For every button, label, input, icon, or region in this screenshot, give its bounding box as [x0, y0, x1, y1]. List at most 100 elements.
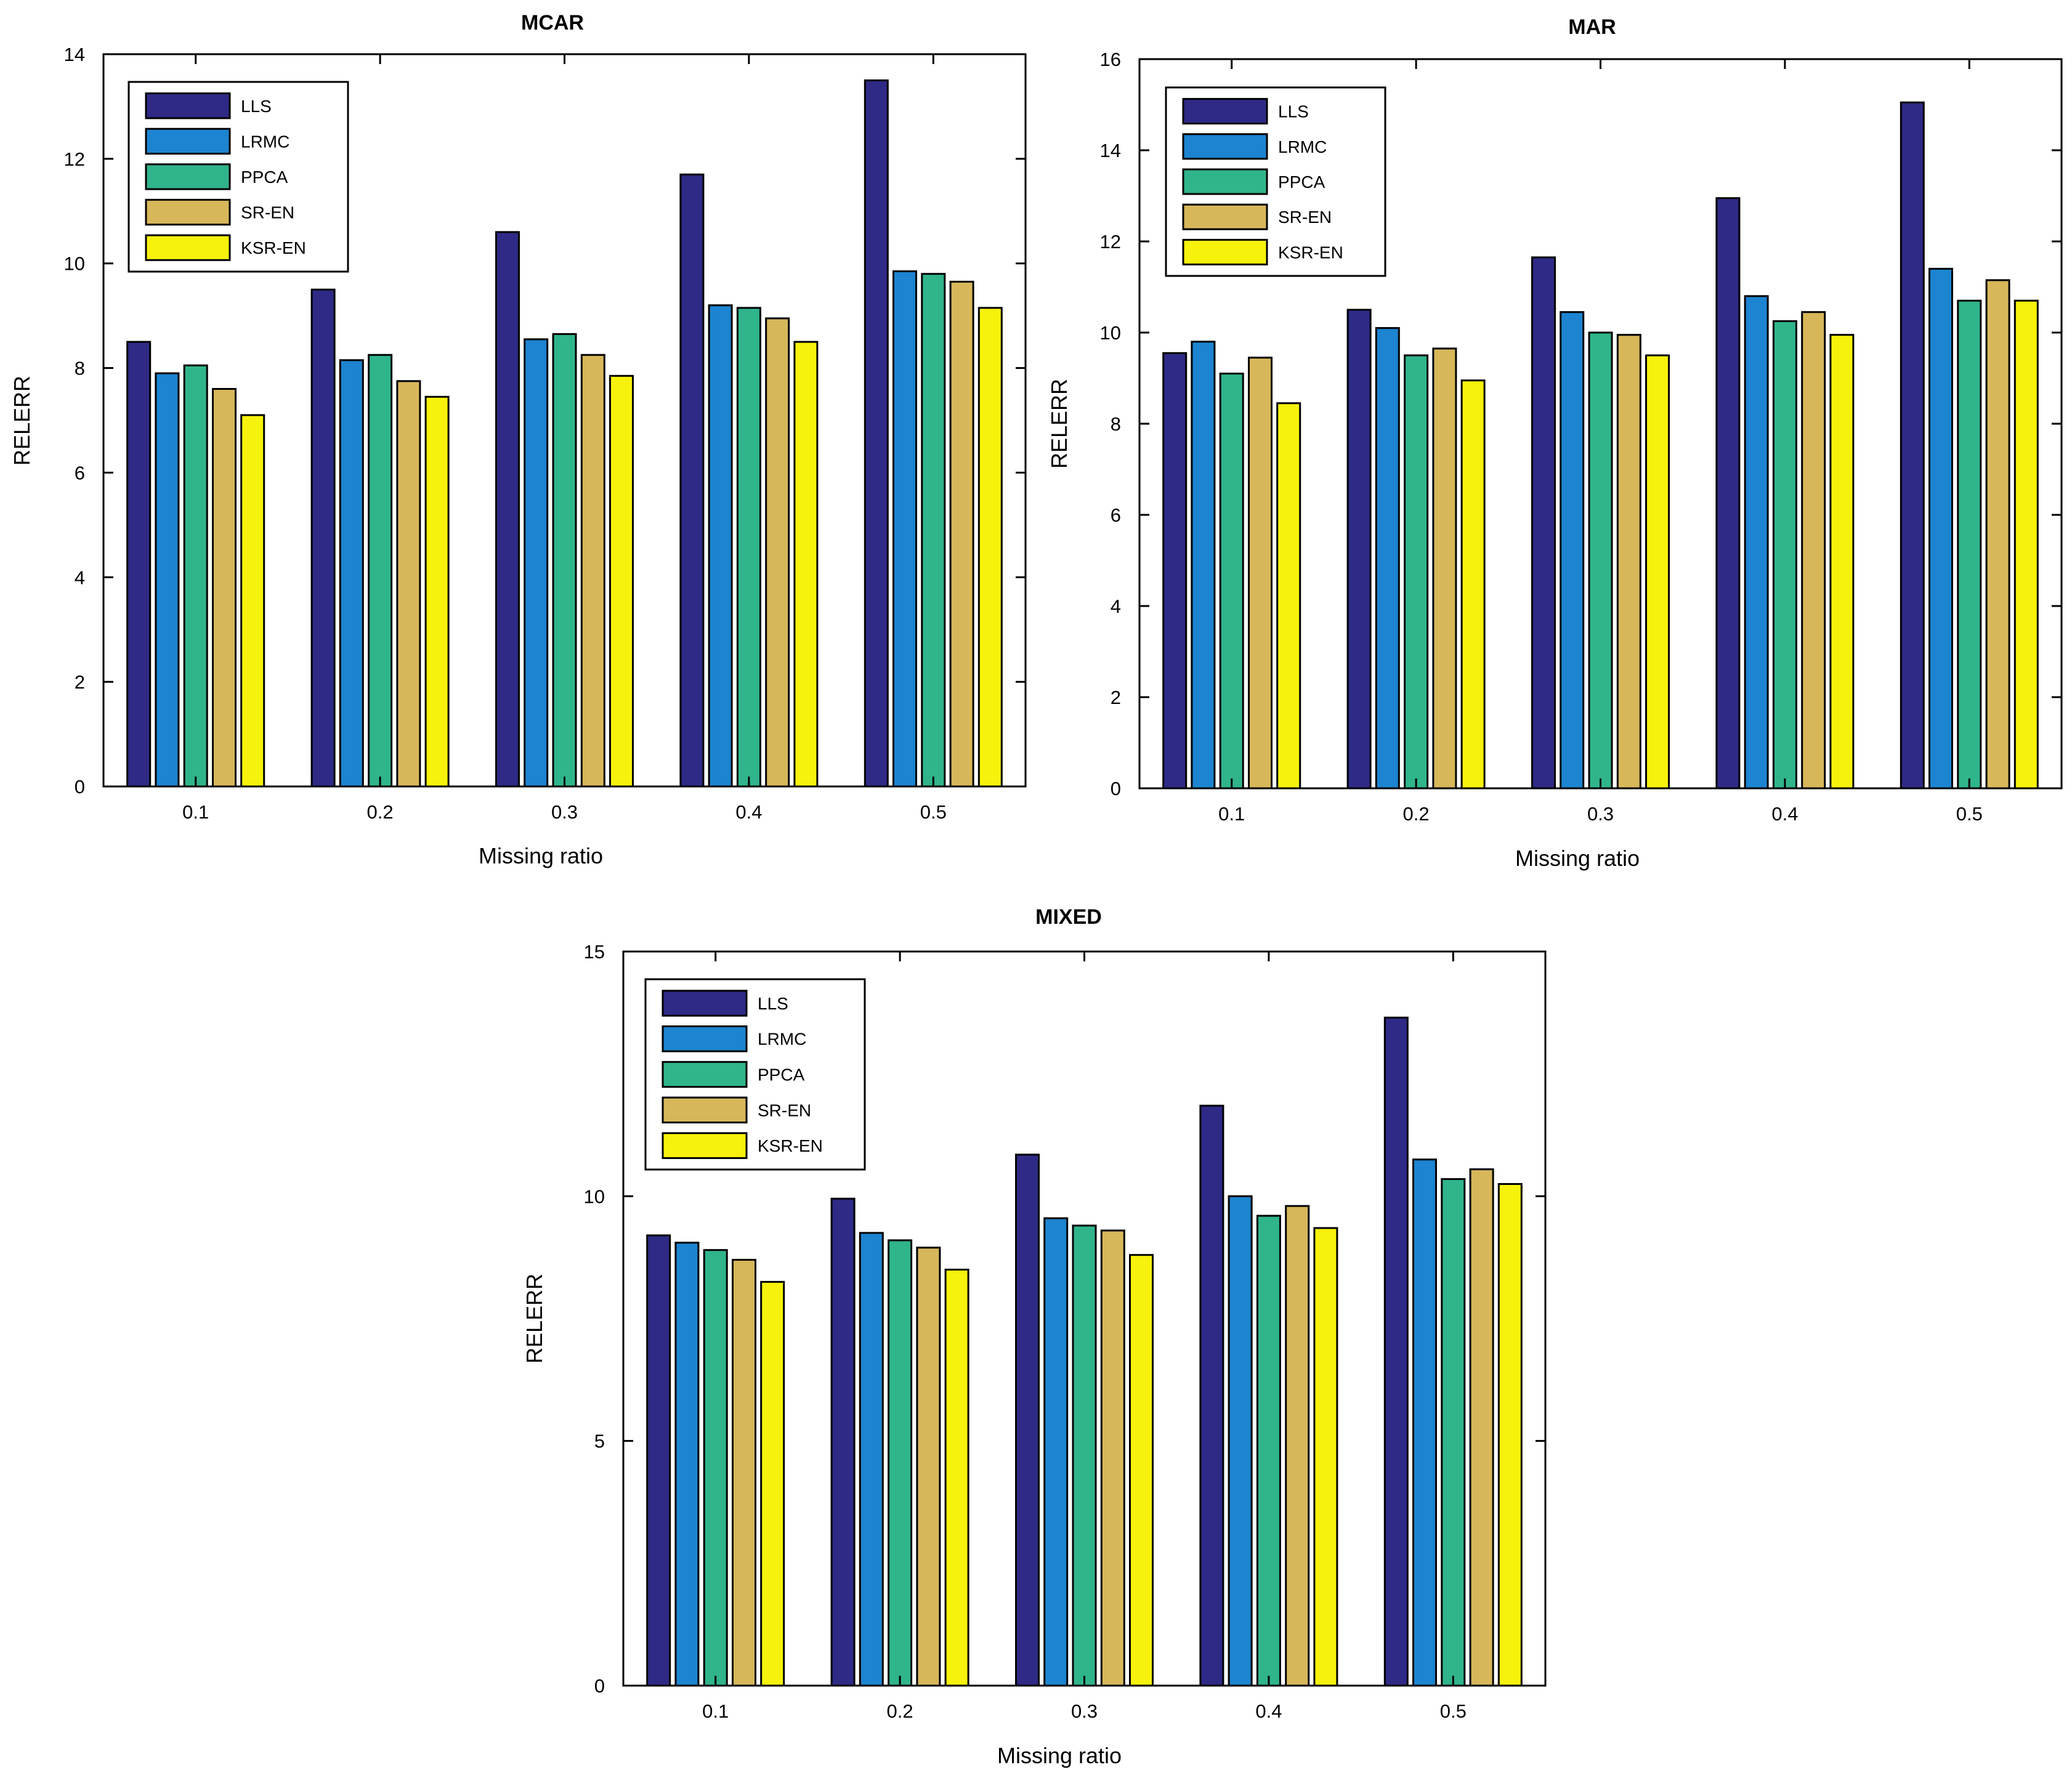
legend-swatch-lls	[145, 92, 231, 119]
y-tick-label: 0	[594, 1675, 605, 1697]
y-tick-label: 12	[64, 148, 85, 170]
x-tick-label: 0.1	[182, 801, 209, 823]
bar-ppca-0.5	[1441, 1178, 1466, 1687]
bar-sr-en-0.4	[1801, 311, 1826, 790]
x-axis-label: Missing ratio	[479, 843, 603, 868]
bar-ppca-0.1	[183, 364, 208, 788]
legend-label: PPCA	[1278, 172, 1325, 192]
bar-ppca-0.4	[1772, 320, 1797, 790]
legend-swatch-sr-en	[145, 198, 231, 226]
y-tick-label: 4	[1111, 596, 1121, 617]
bar-ppca-0.2	[368, 354, 393, 788]
legend: LLS LRMC PPCA SR-EN KSR-EN	[644, 978, 866, 1171]
bar-lrmc-0.4	[1744, 295, 1769, 790]
bar-lrmc-0.5	[1412, 1158, 1437, 1687]
chart-mar: MAR 0 2 4 6 8 10 12 14 16 0.1 0.2 0.3 0.4 0.5 Missing r…	[1046, 15, 2063, 871]
bar-ppca-0.5	[921, 273, 946, 788]
legend-label: SR-EN	[758, 1101, 811, 1120]
legend-label: LRMC	[1278, 137, 1327, 156]
bar-sr-en-0.5	[1469, 1168, 1494, 1687]
bar-sr-en-0.3	[1616, 334, 1641, 790]
x-tick-label: 0.4	[1255, 1700, 1282, 1722]
legend-label: LRMC	[758, 1030, 806, 1049]
legend: LLS LRMC PPCA SR-EN KSR-EN	[1165, 86, 1386, 277]
legend-swatch-ppca	[145, 163, 231, 190]
bar-sr-en-0.3	[1100, 1229, 1125, 1687]
bar-lls-0.2	[1346, 309, 1372, 790]
y-tick-label: 0	[75, 776, 85, 798]
legend-swatch-ksr-en	[662, 1132, 748, 1159]
x-axis-label: Missing ratio	[1515, 846, 1640, 871]
bar-ppca-0.1	[703, 1249, 728, 1687]
legend-swatch-ppca	[662, 1061, 748, 1088]
x-tick-label: 0.2	[367, 801, 394, 823]
bar-ppca-0.4	[1256, 1214, 1281, 1687]
bar-lls-0.1	[1162, 352, 1188, 790]
bar-ksr-en-0.4	[1829, 334, 1855, 790]
y-axis-label: RELERR	[1046, 379, 1072, 469]
x-axis-label: Missing ratio	[997, 1743, 1122, 1768]
bar-lls-0.5	[1900, 101, 1925, 790]
legend-swatch-sr-en	[662, 1096, 748, 1124]
bar-sr-en-0.1	[732, 1259, 756, 1687]
y-tick-label: 10	[1100, 322, 1121, 344]
y-tick-label: 2	[75, 671, 85, 693]
bar-lrmc-0.3	[524, 338, 549, 788]
legend-swatch-sr-en	[1182, 203, 1268, 230]
bar-lls-0.4	[1715, 197, 1741, 790]
chart-title: MIXED	[1035, 905, 1102, 929]
x-tick-label: 0.4	[735, 801, 762, 823]
legend-label: KSR-EN	[1278, 243, 1343, 262]
bar-lrmc-0.2	[1375, 327, 1400, 790]
bar-ksr-en-0.2	[1460, 379, 1486, 790]
bar-ppca-0.3	[1072, 1224, 1097, 1687]
bar-lrmc-0.1	[155, 372, 180, 788]
bar-lrmc-0.2	[859, 1232, 884, 1687]
y-tick-label: 2	[1111, 687, 1121, 708]
bar-lrmc-0.5	[1928, 267, 1953, 790]
legend-label: SR-EN	[1278, 208, 1332, 227]
bar-ksr-en-0.4	[1313, 1227, 1338, 1687]
bar-ksr-en-0.4	[793, 341, 819, 788]
bar-lrmc-0.3	[1560, 311, 1585, 790]
legend: LLS LRMC PPCA SR-EN KSR-EN	[127, 81, 349, 273]
bar-ppca-0.5	[1957, 299, 1982, 790]
x-tick-label: 0.5	[920, 801, 947, 823]
bar-ksr-en-0.3	[1645, 354, 1670, 790]
bar-ppca-0.2	[888, 1239, 913, 1687]
bar-sr-en-0.1	[212, 388, 237, 788]
legend-label: LLS	[1278, 102, 1309, 121]
legend-swatch-lls	[662, 990, 748, 1017]
bar-ksr-en-0.5	[2013, 299, 2039, 790]
chart-mcar: MCAR 0 2 4 6 8 10 12 14 0.1 0.2 0.3 0.4 0.5 Missing ra…	[9, 11, 1027, 868]
legend-label: KSR-EN	[758, 1136, 823, 1155]
bar-lls-0.2	[310, 288, 336, 788]
bar-sr-en-0.5	[949, 280, 974, 788]
bar-sr-en-0.2	[1432, 347, 1457, 790]
bar-lls-0.2	[830, 1197, 856, 1687]
legend-swatch-lrmc	[145, 127, 231, 155]
bar-lls-0.5	[864, 79, 889, 788]
bar-sr-en-0.2	[396, 380, 421, 788]
y-tick-label: 5	[594, 1431, 605, 1452]
bar-sr-en-0.4	[765, 317, 790, 788]
x-tick-label: 0.5	[1956, 803, 1983, 825]
bar-sr-en-0.5	[1985, 279, 2010, 790]
bar-ksr-en-0.1	[760, 1280, 785, 1687]
y-axis-label: RELERR	[522, 1274, 547, 1364]
y-axis-label: RELERR	[9, 376, 34, 466]
bar-sr-en-0.3	[580, 354, 605, 788]
x-tick-label: 0.4	[1771, 803, 1798, 825]
y-tick-label: 4	[75, 567, 85, 588]
bar-ksr-en-0.3	[609, 374, 634, 788]
x-tick-label: 0.2	[887, 1700, 913, 1722]
bar-lrmc-0.2	[339, 359, 364, 788]
legend-label: KSR-EN	[241, 238, 306, 257]
legend-label: LRMC	[241, 132, 289, 151]
bar-ppca-0.3	[552, 333, 577, 788]
bar-lls-0.3	[1531, 256, 1556, 790]
x-tick-label: 0.3	[551, 801, 578, 823]
y-tick-label: 8	[1111, 413, 1121, 435]
bar-lrmc-0.1	[674, 1242, 700, 1687]
